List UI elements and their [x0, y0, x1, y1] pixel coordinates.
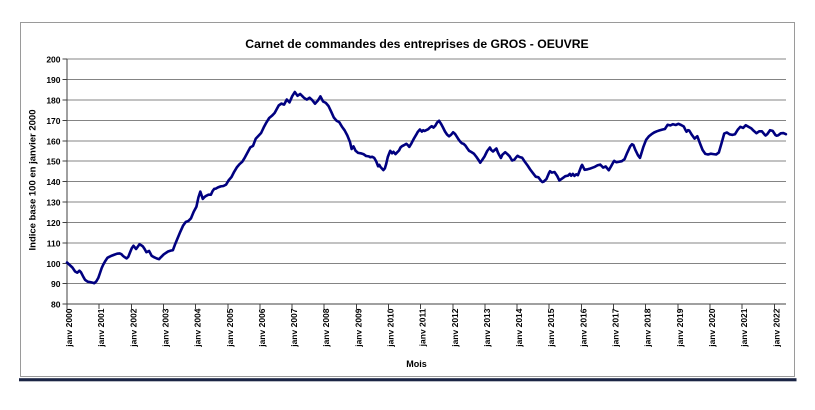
svg-text:janv 2019: janv 2019: [675, 308, 685, 348]
svg-text:Mois: Mois: [406, 359, 427, 369]
svg-text:150: 150: [46, 157, 60, 167]
svg-text:janv 2014: janv 2014: [514, 308, 524, 348]
svg-text:90: 90: [51, 279, 61, 289]
svg-text:janv 2002: janv 2002: [128, 308, 138, 348]
svg-text:janv 2004: janv 2004: [193, 308, 203, 348]
svg-text:janv 2021: janv 2021: [739, 308, 749, 348]
svg-text:janv 2009: janv 2009: [353, 308, 363, 348]
svg-text:160: 160: [46, 136, 60, 146]
svg-text:120: 120: [46, 218, 60, 228]
svg-text:140: 140: [46, 177, 60, 187]
svg-text:janv 2005: janv 2005: [225, 308, 235, 348]
svg-text:janv 2000: janv 2000: [64, 308, 74, 348]
svg-text:100: 100: [46, 259, 60, 269]
svg-text:170: 170: [46, 116, 60, 126]
svg-text:janv 2017: janv 2017: [611, 308, 621, 348]
svg-text:Indice base 100 en janvier 200: Indice base 100 en janvier 2000: [28, 109, 39, 250]
svg-text:janv 2015: janv 2015: [546, 308, 556, 348]
svg-text:janv 2013: janv 2013: [482, 308, 492, 348]
svg-text:130: 130: [46, 198, 60, 208]
svg-text:janv 2007: janv 2007: [289, 308, 299, 348]
svg-text:janv 2010: janv 2010: [386, 308, 396, 348]
svg-text:Carnet de commandes des entrep: Carnet de commandes des entreprises de G…: [245, 37, 588, 51]
svg-text:janv 2012: janv 2012: [450, 308, 460, 348]
svg-text:110: 110: [47, 238, 61, 248]
svg-text:80: 80: [51, 300, 61, 310]
svg-text:janv 2008: janv 2008: [321, 308, 331, 348]
svg-text:190: 190: [46, 75, 60, 85]
svg-text:janv 2003: janv 2003: [160, 308, 170, 348]
svg-text:janv 2016: janv 2016: [578, 308, 588, 348]
svg-text:janv 2011: janv 2011: [418, 308, 428, 347]
svg-text:janv 2022: janv 2022: [771, 308, 781, 348]
svg-text:180: 180: [46, 95, 60, 105]
svg-text:200: 200: [46, 55, 60, 65]
svg-text:janv 2006: janv 2006: [257, 308, 267, 348]
svg-text:janv 2020: janv 2020: [707, 308, 717, 348]
svg-text:janv 2001: janv 2001: [96, 308, 106, 348]
svg-text:janv 2018: janv 2018: [643, 308, 653, 348]
